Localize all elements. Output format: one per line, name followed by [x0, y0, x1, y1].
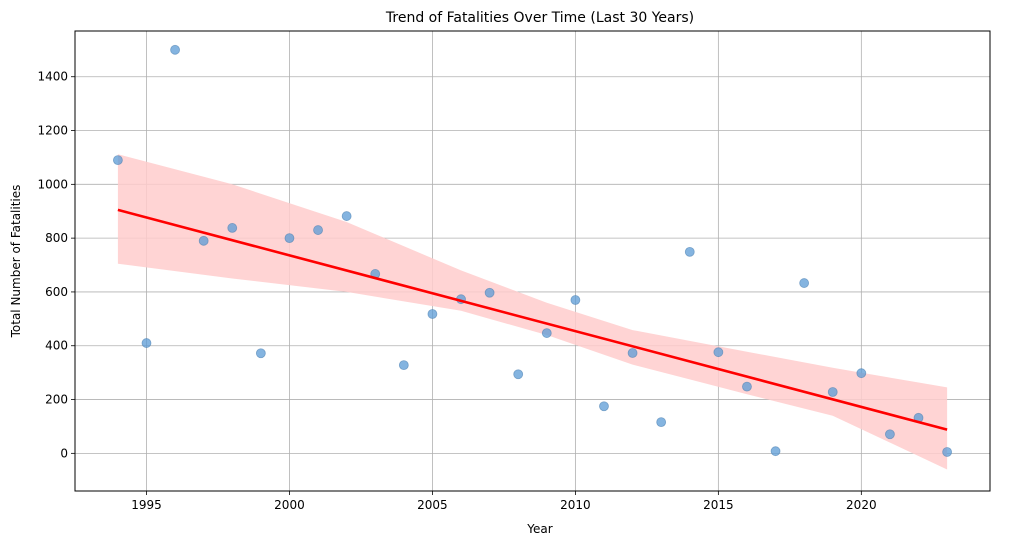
data-point	[599, 401, 609, 412]
x-tick-label: 2015	[703, 498, 734, 512]
data-points-layer	[112, 44, 953, 457]
x-tick-label: 1995	[131, 498, 162, 512]
data-point	[427, 309, 438, 319]
data-point	[313, 225, 323, 235]
data-point	[541, 328, 552, 338]
y-axis-label: Total Number of Fatalities	[9, 185, 23, 339]
y-tick-label: 800	[45, 231, 68, 245]
data-point	[255, 348, 266, 359]
x-axis-ticks: 1995 2000 2005 2010 2015 2020	[131, 491, 877, 512]
y-tick-label: 0	[60, 446, 68, 460]
data-point	[770, 446, 781, 457]
x-tick-label: 2010	[560, 498, 591, 512]
y-tick-label: 600	[45, 285, 68, 299]
data-point	[742, 381, 752, 392]
data-point	[227, 223, 238, 233]
data-point	[398, 360, 409, 371]
data-point	[141, 338, 152, 348]
data-point	[570, 295, 581, 305]
data-point	[284, 233, 295, 244]
regression-line-layer	[117, 208, 948, 431]
data-point	[198, 235, 209, 246]
x-tick-label: 2000	[274, 498, 305, 512]
confidence-band	[117, 154, 948, 470]
data-point	[684, 246, 695, 257]
data-point	[627, 348, 638, 358]
y-tick-label: 1000	[37, 177, 68, 191]
y-axis-ticks: 0 200 400 600 800 1000 1200 1400	[37, 70, 75, 460]
data-point	[341, 211, 352, 221]
confidence-band-layer	[117, 154, 948, 470]
data-point	[484, 287, 495, 298]
y-tick-label: 1200	[37, 124, 68, 138]
x-axis-label: Year	[526, 522, 552, 536]
data-point	[170, 44, 180, 55]
data-point	[856, 368, 867, 379]
data-point	[112, 155, 123, 166]
y-tick-label: 200	[45, 393, 68, 407]
data-point	[827, 387, 838, 397]
data-point	[656, 417, 667, 428]
data-point	[513, 369, 524, 380]
x-tick-label: 2020	[846, 498, 877, 512]
y-tick-label: 1400	[37, 70, 68, 84]
regression-line	[117, 208, 948, 431]
plot-frame	[74, 30, 991, 492]
x-tick-label: 2005	[417, 498, 448, 512]
data-point	[885, 429, 895, 440]
data-point	[942, 447, 953, 457]
data-point	[713, 347, 724, 358]
data-point	[799, 278, 810, 288]
chart-title: Trend of Fatalities Over Time (Last 30 Y…	[385, 10, 694, 26]
y-tick-label: 400	[45, 339, 68, 353]
